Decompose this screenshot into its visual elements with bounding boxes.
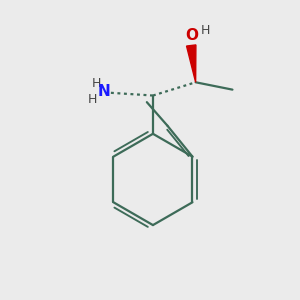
Text: O: O [186,28,199,43]
Polygon shape [187,45,196,82]
Text: H: H [87,93,97,106]
Text: N: N [98,84,111,99]
Text: H: H [92,77,101,90]
Text: H: H [201,24,210,37]
